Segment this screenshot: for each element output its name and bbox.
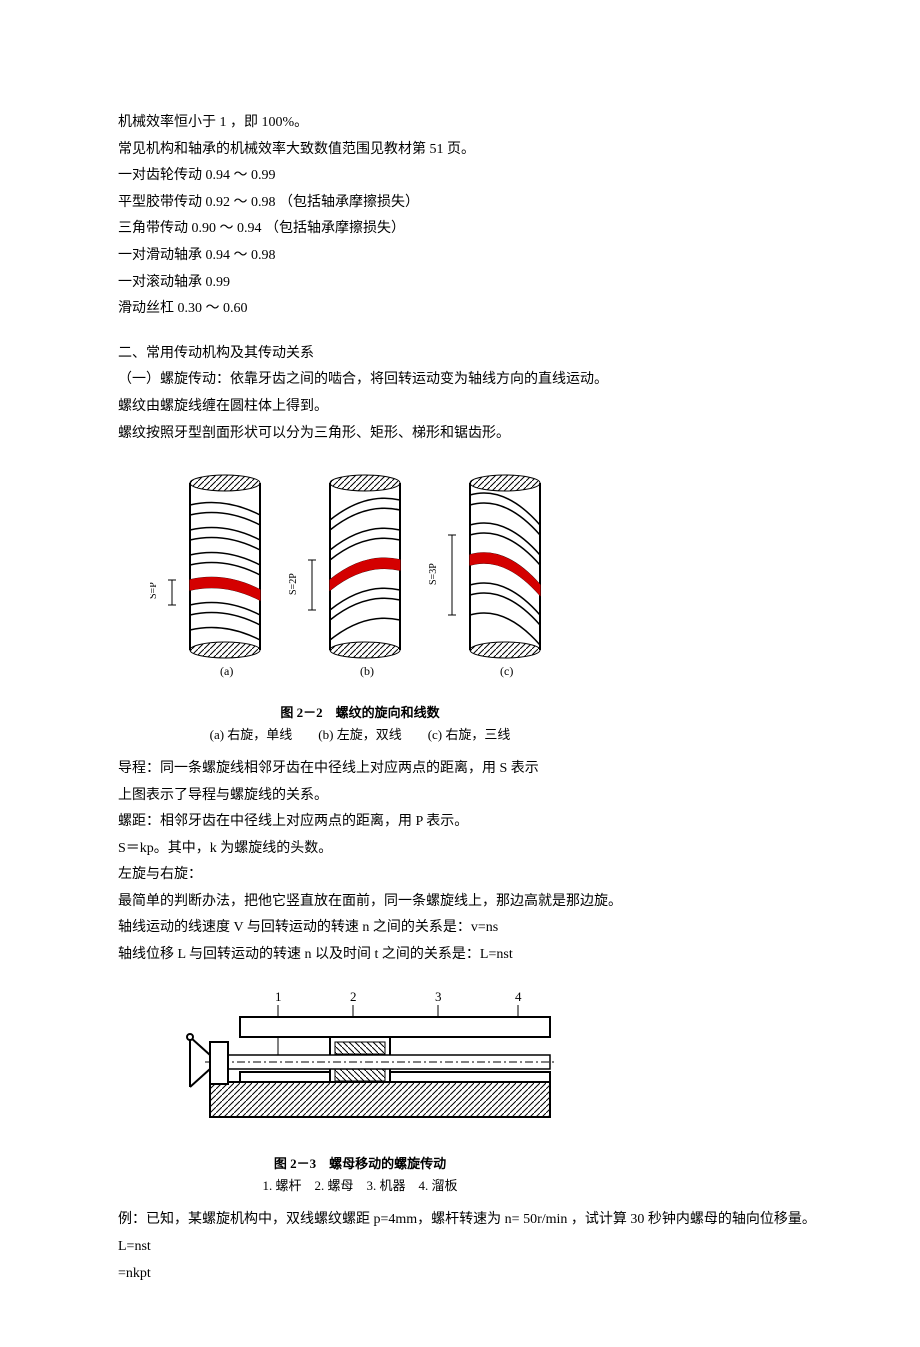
leader-4: 4	[515, 989, 522, 1004]
text-line: 轴线运动的线速度 V 与回转运动的转速 n 之间的关系是：v=ns	[90, 915, 830, 942]
efficiency-section: 机械效率恒小于 1 ，即 100%。 常见机构和轴承的机械效率大致数值范围见教材…	[90, 110, 830, 323]
screw-nut-diagram: 1 2 3 4	[150, 987, 570, 1137]
text-line: 螺距：相邻牙齿在中径线上对应两点的距离，用 P 表示。	[90, 809, 830, 836]
label-s-eq-3p: S=3P	[428, 563, 439, 585]
text-line: 一对齿轮传动 0.94 ～ 0.99	[90, 163, 830, 190]
text-line: L=nst	[90, 1234, 830, 1261]
text-line: 二、常用传动机构及其传动关系	[90, 341, 830, 368]
text-line: =nkpt	[90, 1261, 830, 1288]
leader-2: 2	[350, 989, 357, 1004]
text-line: 导程：同一条螺旋线相邻牙齿在中径线上对应两点的距离，用 S 表示	[90, 756, 830, 783]
caption-sub: (a) 右旋，单线 (b) 左旋，双线 (c) 右旋，三线	[150, 724, 570, 746]
text-line: 常见机构和轴承的机械效率大致数值范围见教材第 51 页。	[90, 137, 830, 164]
lead-pitch-section: 导程：同一条螺旋线相邻牙齿在中径线上对应两点的距离，用 S 表示 上图表示了导程…	[90, 756, 830, 969]
label-s-eq-p: S=P	[150, 582, 159, 599]
text-line: 平型胶带传动 0.92 ～ 0.98 （包括轴承摩擦损失）	[90, 190, 830, 217]
figure-2-2: S=P (a) S=2P (b)	[150, 465, 830, 696]
text-line: 滑动丝杠 0.30 ～ 0.60	[90, 296, 830, 323]
leader-1: 1	[275, 989, 282, 1004]
screw-drive-intro: 二、常用传动机构及其传动关系 （一）螺旋传动：依靠牙齿之间的啮合，将回转运动变为…	[90, 341, 830, 447]
caption-title: 图 2－2 螺纹的旋向和线数	[150, 702, 570, 724]
text-line: 例：已知，某螺旋机构中，双线螺纹螺距 p=4mm，螺杆转速为 n= 50r/mi…	[90, 1207, 830, 1234]
figure-2-3-caption: 图 2－3 螺母移动的螺旋传动 1. 螺杆 2. 螺母 3. 机器 4. 溜板	[150, 1153, 570, 1197]
text-line: S＝kp。其中，k 为螺旋线的头数。	[90, 836, 830, 863]
text-line: 一对滑动轴承 0.94 ～ 0.98	[90, 243, 830, 270]
leader-3: 3	[435, 989, 442, 1004]
label-c: (c)	[500, 664, 513, 678]
text-line: 轴线位移 L 与回转运动的转速 n 以及时间 t 之间的关系是：L=nst	[90, 942, 830, 969]
text-line: 最简单的判断办法，把他它竖直放在面前，同一条螺旋线上，那边高就是那边旋。	[90, 889, 830, 916]
caption-title: 图 2－3 螺母移动的螺旋传动	[150, 1153, 570, 1175]
text-line: 三角带传动 0.90 ～ 0.94 （包括轴承摩擦损失）	[90, 216, 830, 243]
figure-2-3: 1 2 3 4	[150, 987, 830, 1148]
screw-threads-diagram: S=P (a) S=2P (b)	[150, 465, 570, 685]
text-line: （一）螺旋传动：依靠牙齿之间的啮合，将回转运动变为轴线方向的直线运动。	[90, 367, 830, 394]
text-line: 螺纹按照牙型剖面形状可以分为三角形、矩形、梯形和锯齿形。	[90, 421, 830, 448]
text-line: 机械效率恒小于 1 ，即 100%。	[90, 110, 830, 137]
text-line: 上图表示了导程与螺旋线的关系。	[90, 783, 830, 810]
text-line: 左旋与右旋：	[90, 862, 830, 889]
example-section: 例：已知，某螺旋机构中，双线螺纹螺距 p=4mm，螺杆转速为 n= 50r/mi…	[90, 1207, 830, 1287]
text-line: 一对滚动轴承 0.99	[90, 270, 830, 297]
figure-2-2-caption: 图 2－2 螺纹的旋向和线数 (a) 右旋，单线 (b) 左旋，双线 (c) 右…	[150, 702, 570, 746]
label-a: (a)	[220, 664, 233, 678]
label-s-eq-2p: S=2P	[288, 573, 299, 595]
label-b: (b)	[360, 664, 374, 678]
caption-sub: 1. 螺杆 2. 螺母 3. 机器 4. 溜板	[150, 1175, 570, 1197]
text-line: 螺纹由螺旋线缠在圆柱体上得到。	[90, 394, 830, 421]
